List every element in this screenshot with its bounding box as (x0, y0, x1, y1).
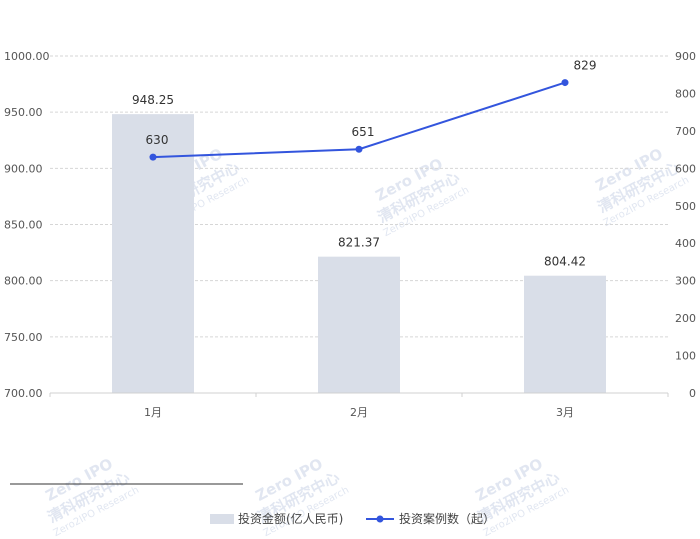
line-data-label: 829 (574, 59, 597, 73)
line-point (561, 79, 569, 87)
x-tick-label: 1月 (144, 406, 162, 419)
bar-series (112, 114, 606, 393)
x-axis: 1月 2月 3月 (49, 392, 669, 419)
line-series (149, 79, 569, 161)
legend-swatch-marker (376, 515, 384, 523)
y-left-tick-label: 750.00 (4, 331, 43, 344)
legend-label-line: 投资案例数（起） (399, 511, 495, 526)
y-left-tick-label: 850.00 (4, 219, 43, 232)
bar (318, 256, 400, 393)
y-right-tick-label: 200 (675, 312, 696, 325)
bar-data-label: 821.37 (338, 236, 380, 250)
y-right-tick-label: 400 (675, 237, 696, 250)
y-right-tick-label: 900 (675, 50, 696, 63)
y-right-tick-label: 100 (675, 350, 696, 363)
y-left-tick-label: 900.00 (4, 162, 43, 175)
y-right-tick-label: 500 (675, 200, 696, 213)
y-left-tick-label: 1000.00 (4, 50, 50, 63)
y-right-tick-label: 300 (675, 275, 696, 288)
bar-data-label: 948.25 (132, 93, 174, 107)
x-tick-label: 2月 (350, 406, 368, 419)
y-left-tick-label: 950.00 (4, 106, 43, 119)
y-right-tick-label: 700 (675, 125, 696, 138)
line-point (149, 153, 157, 161)
y-left-tick-label: 800.00 (4, 275, 43, 288)
y-axis-left: 700.00 750.00 800.00 850.00 900.00 950.00 1000… (4, 50, 50, 400)
y-right-tick-label: 0 (689, 387, 696, 400)
bar (112, 114, 194, 393)
legend-swatch-bar (210, 514, 234, 524)
x-tick-label: 3月 (556, 406, 574, 419)
y-axis-right: 0 100 200 300 400 500 600 700 800 900 (675, 50, 696, 400)
line-data-label: 651 (352, 125, 375, 139)
y-left-tick-label: 700.00 (4, 387, 43, 400)
y-right-tick-label: 600 (675, 162, 696, 175)
legend-label-bar: 投资金额(亿人民币) (238, 511, 343, 526)
bar-data-label: 804.42 (544, 255, 586, 269)
line-data-label: 630 (146, 133, 169, 147)
data-labels: 948.25 821.37 804.42 630 651 829 (132, 59, 596, 269)
y-right-tick-label: 800 (675, 87, 696, 100)
legend: 投资金额(亿人民币) 投资案例数（起） (10, 483, 495, 526)
bar (524, 275, 606, 393)
line-point (355, 145, 363, 153)
